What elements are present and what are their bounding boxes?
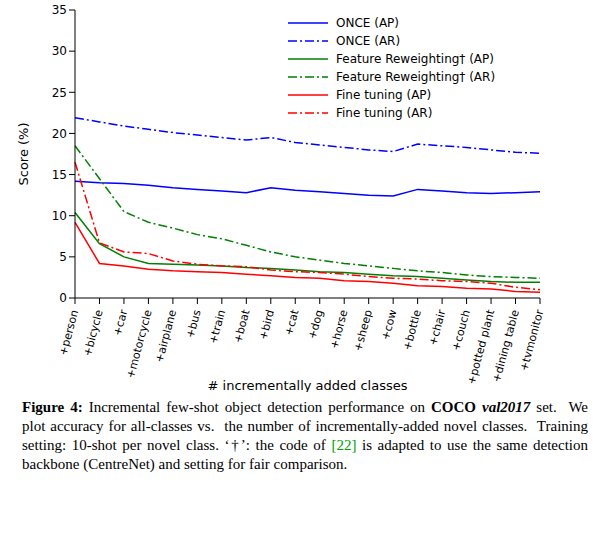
- html-text:ONCE (AP): ONCE (AP): [336, 16, 399, 30]
- svg-text:+motorcycle: +motorcycle: [124, 308, 155, 380]
- svg-text:25: 25: [52, 86, 67, 100]
- svg-text:+bird: +bird: [257, 308, 277, 341]
- svg-text:+boat: +boat: [231, 308, 253, 345]
- svg-text:+tvmonitor: +tvmonitor: [517, 308, 546, 373]
- svg-text:0: 0: [59, 291, 67, 305]
- svg-text:20: 20: [52, 127, 67, 141]
- svg-text:15: 15: [52, 168, 67, 182]
- html-text:Feature Reweighting† (AP): Feature Reweighting† (AP): [336, 52, 494, 66]
- svg-text:+person: +person: [57, 308, 82, 357]
- svg-text:Score (%): Score (%): [16, 122, 31, 185]
- svg-text:# incrementally added classes: # incrementally added classes: [208, 378, 408, 392]
- svg-text:30: 30: [52, 44, 67, 58]
- html-text:Fine tuning (AR): Fine tuning (AR): [336, 106, 433, 120]
- svg-text:+train: +train: [207, 308, 229, 345]
- svg-text:+bicycle: +bicycle: [81, 308, 106, 358]
- svg-text:35: 35: [52, 3, 67, 17]
- svg-text:+dog: +dog: [306, 308, 326, 340]
- svg-text:+chair: +chair: [426, 308, 448, 347]
- svg-text:+horse: +horse: [328, 308, 351, 350]
- html-text:Fine tuning (AP): Fine tuning (AP): [336, 88, 432, 102]
- svg-text:5: 5: [59, 250, 67, 264]
- svg-text:+car: +car: [111, 308, 131, 337]
- html-text:ONCE (AR): ONCE (AR): [336, 34, 401, 48]
- html-text:Feature Reweighting† (AR): Feature Reweighting† (AR): [336, 70, 496, 84]
- svg-text:+bottle: +bottle: [401, 308, 424, 352]
- svg-text:+cat: +cat: [282, 308, 302, 337]
- svg-text:+potted plant: +potted plant: [464, 308, 498, 386]
- svg-text:+dining table: +dining table: [490, 308, 522, 384]
- svg-text:+sheep: +sheep: [351, 308, 375, 352]
- svg-text:+airplane: +airplane: [153, 308, 180, 364]
- svg-text:10: 10: [52, 209, 67, 223]
- html-text:Figure 4: Incremental few-shot: Figure 4: Incremental few-shot object de…: [22, 399, 476, 415]
- html-text:val2017 set. We plot accuracy: val2017 set. We plot accuracy for all-cl…: [22, 399, 592, 472]
- svg-text:+cow: +cow: [379, 308, 400, 341]
- svg-text:+bus: +bus: [184, 308, 204, 340]
- svg-text:+couch: +couch: [449, 308, 472, 352]
